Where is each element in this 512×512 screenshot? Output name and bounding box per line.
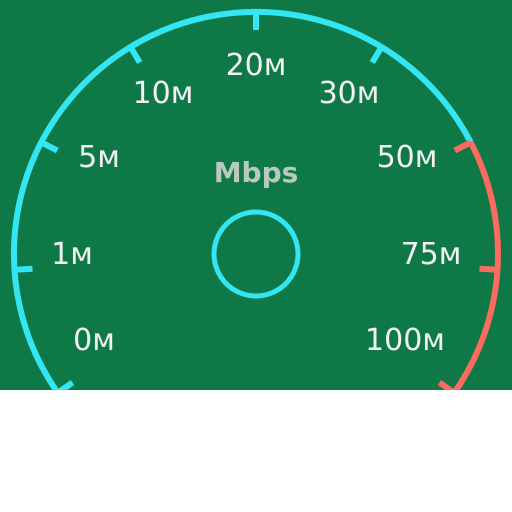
gauge-tick-10m [127, 45, 143, 65]
unit-label: Mbps [214, 156, 299, 189]
speed-gauge-panel: 0м 1м 5м 10м 20м 30м 50м 75м 100м Mbps [0, 0, 512, 390]
gauge-label-75m: 75м [401, 237, 462, 272]
gauge-tick-100m [437, 380, 456, 390]
gauge-tick-5m [39, 139, 59, 154]
gauge-tick-30m [369, 45, 385, 65]
speed-gauge: 0м 1м 5м 10м 20м 30м 50м 75м 100м Mbps [11, 8, 501, 390]
gauge-label-10m: 10м [133, 76, 194, 111]
gauge-arc-normal [11, 8, 474, 390]
gauge-tick-75m [479, 265, 498, 273]
circle-hub-icon [211, 209, 301, 299]
gauge-label-1m: 1м [51, 237, 93, 272]
gauge-label-100m: 100м [365, 323, 445, 358]
gauge-label-30m: 30м [319, 76, 380, 111]
gauge-tick-0m [56, 380, 75, 390]
gauge-label-20m: 20м [226, 48, 287, 83]
gauge-tick-50m [453, 139, 473, 154]
gauge-label-0m: 0м [73, 323, 115, 358]
gauge-label-50m: 50м [377, 140, 438, 175]
gauge-tick-1m [14, 265, 33, 273]
blank-area [0, 390, 512, 512]
gauge-label-5m: 5м [78, 140, 120, 175]
